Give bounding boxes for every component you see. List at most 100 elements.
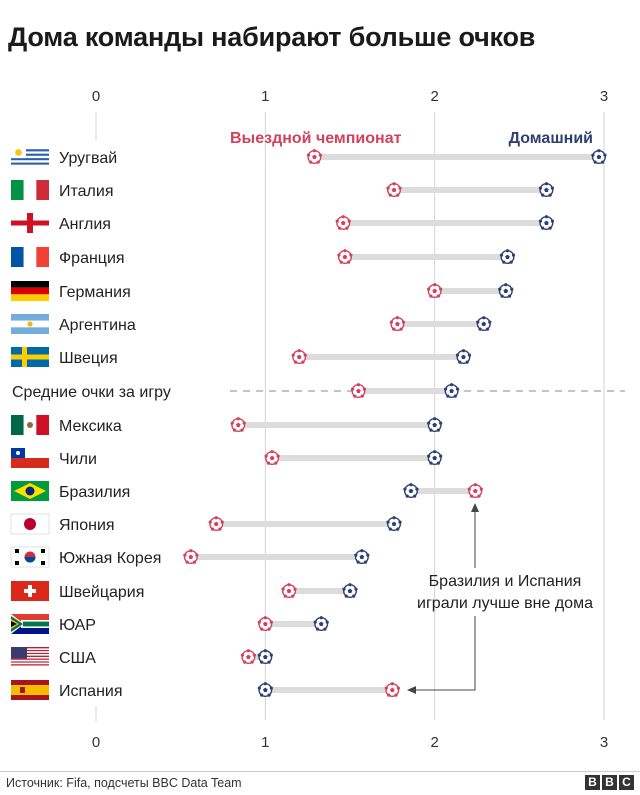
away-point [291,349,307,365]
x-tick-label-top: 2 [430,88,438,105]
away-point [427,283,443,299]
country-label: Италия [59,183,113,200]
italy-flag [11,180,49,200]
country-label: ЮАР [59,617,96,634]
away-point [281,583,297,599]
brazil-flag [11,481,49,501]
country-label: Швеция [59,350,118,367]
home-point [476,316,492,332]
home-point [499,249,516,265]
away-point [208,516,224,532]
away-point [350,383,367,399]
x-tick-label-bottom: 3 [600,734,608,751]
spain-flag [11,680,49,700]
x-tick-label-top: 1 [261,88,269,105]
footer-divider [0,771,640,772]
country-row: Мексика [11,415,443,435]
country-row: ЮАР [11,614,329,634]
home-point [257,682,273,698]
country-row: Испания [11,680,400,700]
away-point [183,549,199,565]
england-flag [11,213,49,233]
country-label: Испания [59,683,123,700]
argentina-flag [11,314,49,334]
home-point [444,383,460,399]
home-point [354,549,370,565]
average-label: Средние очки за игру [12,384,171,401]
home-point [538,182,555,198]
away-point [240,649,256,665]
home-point [313,616,329,632]
annotation-arrowhead-up [471,503,479,512]
legend-home-label: Домашний [509,130,593,147]
home-point [455,349,472,365]
annotation-arrowhead-left [407,686,416,694]
x-tick-label-top: 0 [92,88,100,105]
legend-away-label: Выездной чемпионат [230,130,402,147]
source-note: Источник: Fifa, подсчеты BBC Data Team [6,776,242,790]
home-point [342,583,358,599]
bbc-logo-letter: B [602,775,617,790]
country-label: Мексика [59,418,122,435]
germany-flag [11,281,49,301]
country-row: Англия [11,213,555,233]
away-point [386,182,402,198]
away-point [306,149,323,165]
average-row: Средние очки за игру [12,383,625,401]
country-label: Швейцария [59,584,144,601]
annotation-arrow-left [416,616,476,691]
x-tick-label-bottom: 0 [92,734,100,751]
x-tick-label-bottom: 1 [261,734,269,751]
chart-title: Дома команды набирают больше очков [8,22,536,52]
x-tick-label-bottom: 2 [430,734,438,751]
chart-rows: Уругвай Италия Англия Франция Германия Аргент… [10,147,625,700]
chile-flag [11,448,49,468]
annotation-text-line-1: Бразилия и Испания [429,573,582,590]
legend: Выездной чемпионат Домашний [230,130,593,147]
bbc-logo: B B C [585,775,634,790]
country-label: Уругвай [59,150,117,167]
country-label: Япония [59,517,115,534]
country-label: Германия [59,284,131,301]
country-row: Южная Корея [10,546,370,568]
switzerland-flag [11,581,49,601]
away-point [389,316,406,332]
japan-flag [10,513,50,535]
gridlines [95,112,605,722]
south-africa-flag [11,614,49,634]
annotation: Бразилия и Испания играли лучше вне дома [407,503,593,694]
home-point [591,149,607,165]
away-point [335,215,351,231]
country-row: США [11,647,273,667]
away-point [384,682,400,698]
home-point [427,417,443,433]
country-label: Бразилия [59,484,130,501]
bbc-logo-letter: B [585,775,600,790]
country-row: Чили [11,448,443,468]
home-point [257,649,273,665]
home-point [498,283,514,299]
uruguay-flag [11,147,49,167]
home-point [538,215,555,231]
country-row: Аргентина [11,314,492,334]
france-flag [11,247,49,267]
country-row: Бразилия [11,481,483,501]
away-point [467,483,483,499]
home-point [403,483,419,499]
sweden-flag [11,347,49,367]
country-row: Италия [11,180,555,200]
dumbbell-chart: 0 0 1 1 2 2 3 3 Выездной чемпионат Домашний Уруг… [10,88,625,751]
country-label: Англия [59,216,111,233]
country-row: Франция [11,247,516,267]
usa-flag [11,647,49,667]
country-row: Германия [11,281,514,301]
x-axis-ticks: 0 0 1 1 2 2 3 3 [92,88,608,751]
away-point [337,249,353,265]
mexico-flag [11,415,49,435]
country-row: Швеция [11,347,472,367]
country-row: Уругвай [11,147,607,167]
country-row: Япония [10,513,402,535]
country-label: Франция [59,250,125,267]
south-korea-flag [10,546,50,568]
country-label: Чили [59,451,97,468]
